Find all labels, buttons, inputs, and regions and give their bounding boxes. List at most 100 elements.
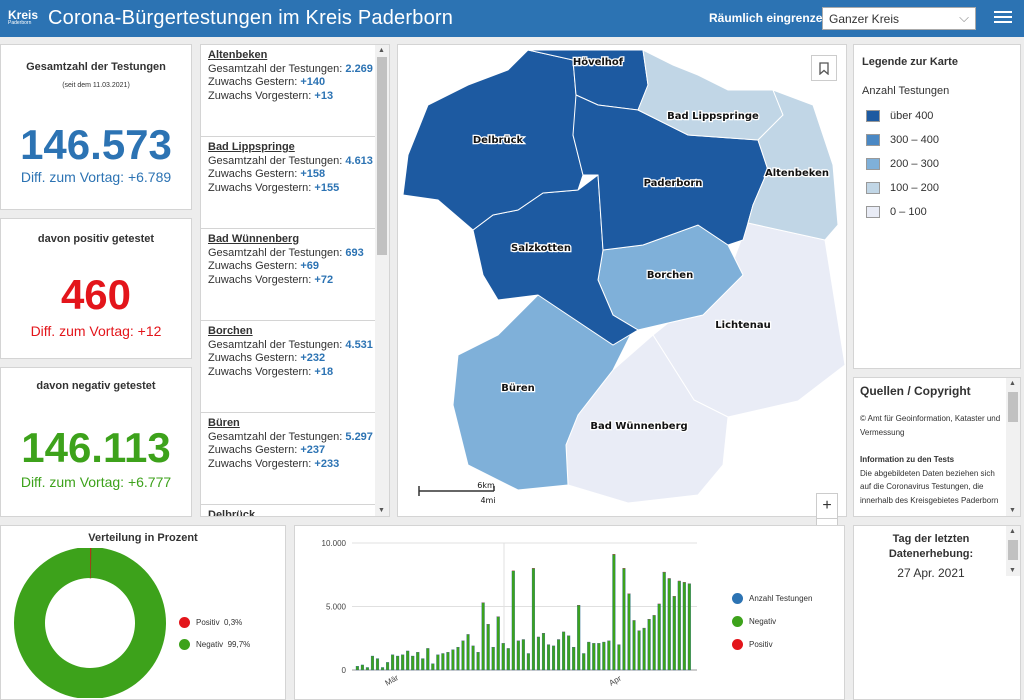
bar-negativ[interactable]	[406, 650, 410, 671]
region-delbrueck[interactable]	[402, 49, 599, 231]
bar-negativ[interactable]	[637, 630, 641, 671]
map-panel[interactable]: Hövelhof Bad Lippspringe Delbrück Altenb…	[397, 44, 847, 543]
bar-negativ[interactable]	[541, 633, 546, 671]
municipality-list[interactable]: Altenbeken Gesamtzahl der Testungen: 2.26…	[200, 44, 390, 517]
zoom-in-button[interactable]: +	[822, 497, 832, 514]
bar-negativ[interactable]	[501, 643, 505, 671]
list-scrollbar[interactable]: ▲ ▼	[375, 45, 389, 516]
bar-negativ[interactable]	[436, 654, 440, 671]
sources-panel[interactable]: Quellen / Copyright © Amt für Geoinforma…	[853, 377, 1021, 517]
region-altenbeken[interactable]	[747, 89, 839, 241]
bar-negativ[interactable]	[672, 596, 676, 671]
bar-negativ[interactable]	[531, 568, 535, 671]
bar-negativ[interactable]	[622, 568, 626, 671]
bar-negativ[interactable]	[446, 652, 450, 671]
bar-negativ[interactable]	[396, 655, 400, 671]
bar-negativ[interactable]	[486, 624, 490, 671]
bar-negativ[interactable]	[365, 667, 369, 671]
bar-negativ[interactable]	[602, 641, 606, 671]
bar-negativ[interactable]	[652, 615, 656, 671]
list-item[interactable]: Borchen Gesamtzahl der Testungen: 4.531 Zu…	[201, 321, 377, 413]
district-map[interactable]: Hövelhof Bad Lippspringe Delbrück Altenb…	[398, 45, 846, 516]
sources-scrollbar[interactable]: ▲ ▼	[1006, 378, 1020, 516]
sources-scroll-thumb[interactable]	[1008, 392, 1018, 422]
bar-negativ[interactable]	[657, 603, 661, 671]
list-item[interactable]: Delbrück	[201, 505, 377, 516]
last-update-scrollbar[interactable]: ▲ ▼	[1006, 526, 1020, 576]
bar-negativ[interactable]	[370, 655, 375, 671]
bar-negativ[interactable]	[647, 619, 651, 671]
donut-slice-negativ[interactable]	[14, 548, 166, 698]
bar-negativ[interactable]	[587, 641, 591, 671]
bar-negativ[interactable]	[687, 583, 691, 671]
bar-negativ[interactable]	[375, 658, 380, 671]
sources-scroll-up-icon[interactable]: ▲	[1009, 380, 1016, 387]
bar-negativ[interactable]	[567, 635, 571, 671]
bar-negativ[interactable]	[607, 640, 611, 671]
bar-negativ[interactable]	[426, 648, 430, 671]
bar-negativ[interactable]	[441, 653, 445, 671]
bar-negativ[interactable]	[456, 646, 460, 671]
list-item[interactable]: Altenbeken Gesamtzahl der Testungen: 2.26…	[201, 45, 377, 137]
bar-negativ[interactable]	[386, 662, 390, 671]
bar-negativ[interactable]	[667, 578, 671, 671]
bar-negativ[interactable]	[471, 645, 475, 671]
bar-legend-item[interactable]: Positiv	[732, 639, 773, 650]
bar-negativ[interactable]	[677, 580, 681, 671]
bar-negativ[interactable]	[466, 634, 470, 671]
bar-negativ[interactable]	[642, 627, 646, 671]
bar-negativ[interactable]	[546, 644, 551, 671]
bar-negativ[interactable]	[360, 664, 364, 671]
bar-negativ[interactable]	[521, 639, 525, 671]
bar-negativ[interactable]	[557, 639, 561, 671]
bar-negativ[interactable]	[401, 654, 405, 671]
bar-negativ[interactable]	[592, 643, 596, 671]
bar-negativ[interactable]	[411, 655, 415, 671]
bar-legend-item[interactable]: Anzahl Testungen	[732, 593, 812, 604]
bar-negativ[interactable]	[617, 644, 621, 671]
tag-scroll-thumb[interactable]	[1008, 540, 1018, 560]
bar-negativ[interactable]	[662, 572, 666, 671]
bar-negativ[interactable]	[511, 570, 515, 671]
donut-slice-positiv[interactable]	[89, 548, 92, 579]
bar-negativ[interactable]	[506, 648, 510, 671]
bar-negativ[interactable]	[451, 649, 455, 671]
list-scroll-thumb[interactable]	[377, 57, 387, 255]
bar-negativ[interactable]	[572, 646, 576, 671]
bar-negativ[interactable]	[632, 620, 636, 671]
list-item[interactable]: Bad Wünnenberg Gesamtzahl der Testungen: …	[201, 229, 377, 321]
list-item-name[interactable]: Bad Wünnenberg	[208, 233, 300, 245]
list-item-name[interactable]: Altenbeken	[208, 49, 268, 61]
tag-scroll-up-icon[interactable]: ▲	[1009, 528, 1016, 535]
list-item-name[interactable]: Borchen	[208, 325, 253, 337]
area-filter-select[interactable]: Ganzer Kreis ⌵	[822, 7, 976, 30]
bar-negativ[interactable]	[577, 605, 581, 671]
bar-negativ[interactable]	[597, 643, 601, 671]
bookmark-button[interactable]	[811, 55, 837, 81]
bar-negativ[interactable]	[582, 653, 586, 671]
list-item-name[interactable]: Büren	[208, 417, 240, 429]
bar-negativ[interactable]	[476, 652, 480, 671]
bar-negativ[interactable]	[496, 616, 500, 671]
bar-negativ[interactable]	[682, 582, 686, 671]
hamburger-menu-icon[interactable]	[994, 8, 1012, 26]
bar-negativ[interactable]	[612, 554, 616, 671]
scroll-down-icon[interactable]: ▼	[378, 507, 385, 514]
bar-legend-item[interactable]: Negativ	[732, 616, 776, 627]
bar-negativ[interactable]	[416, 652, 420, 671]
bar-negativ[interactable]	[552, 645, 556, 671]
bar-negativ[interactable]	[491, 646, 495, 671]
tag-scroll-down-icon[interactable]: ▼	[1009, 567, 1016, 574]
bar-negativ[interactable]	[391, 654, 395, 671]
bar-negativ[interactable]	[526, 653, 530, 671]
bar-negativ[interactable]	[562, 631, 566, 671]
bar-negativ[interactable]	[431, 663, 435, 671]
list-item[interactable]: Bad Lippspringe Gesamtzahl der Testungen:…	[201, 137, 377, 229]
bar-negativ[interactable]	[536, 636, 540, 671]
list-item-name[interactable]: Bad Lippspringe	[208, 141, 295, 153]
bar-negativ[interactable]	[355, 666, 359, 671]
bar-negativ[interactable]	[481, 602, 485, 671]
scroll-up-icon[interactable]: ▲	[378, 47, 385, 54]
list-item[interactable]: Büren Gesamtzahl der Testungen: 5.297 Zuwa…	[201, 413, 377, 505]
bar-negativ[interactable]	[421, 658, 425, 671]
